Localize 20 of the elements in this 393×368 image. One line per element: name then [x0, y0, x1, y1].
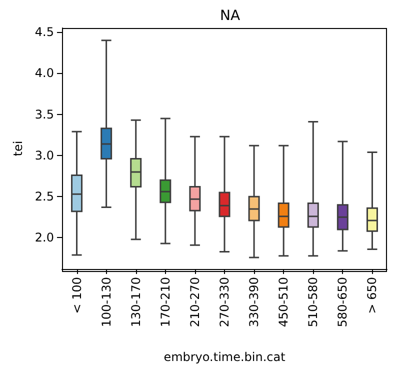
x-tick-label: 270-330 — [218, 277, 232, 328]
x-tick-label: 510-580 — [306, 277, 320, 328]
x-tick-label: 330-390 — [247, 277, 262, 328]
x-tick-label: 100-130 — [99, 277, 114, 328]
x-tick-label: 580-650 — [336, 277, 350, 328]
x-tick-label: 170-210 — [158, 277, 172, 328]
y-tick-label: 2.5 — [34, 190, 54, 204]
y-tick-label: 3.5 — [34, 107, 54, 122]
chart-title: NA — [220, 8, 240, 24]
x-tick-label: > 650 — [365, 277, 380, 314]
x-tick-label: < 100 — [70, 277, 84, 314]
y-tick-label: 3.0 — [34, 148, 54, 162]
y-tick-label: 2.0 — [34, 230, 54, 245]
y-tick-label: 4.5 — [34, 25, 54, 40]
x-axis-title: embryo.time.bin.cat — [164, 350, 286, 364]
y-axis-title: tei — [11, 140, 25, 156]
x-tick-label: 130-170 — [128, 277, 143, 328]
y-tick-label: 4.0 — [34, 66, 54, 80]
x-tick-label: 210-270 — [188, 277, 202, 328]
x-tick-label: 450-510 — [276, 277, 291, 328]
